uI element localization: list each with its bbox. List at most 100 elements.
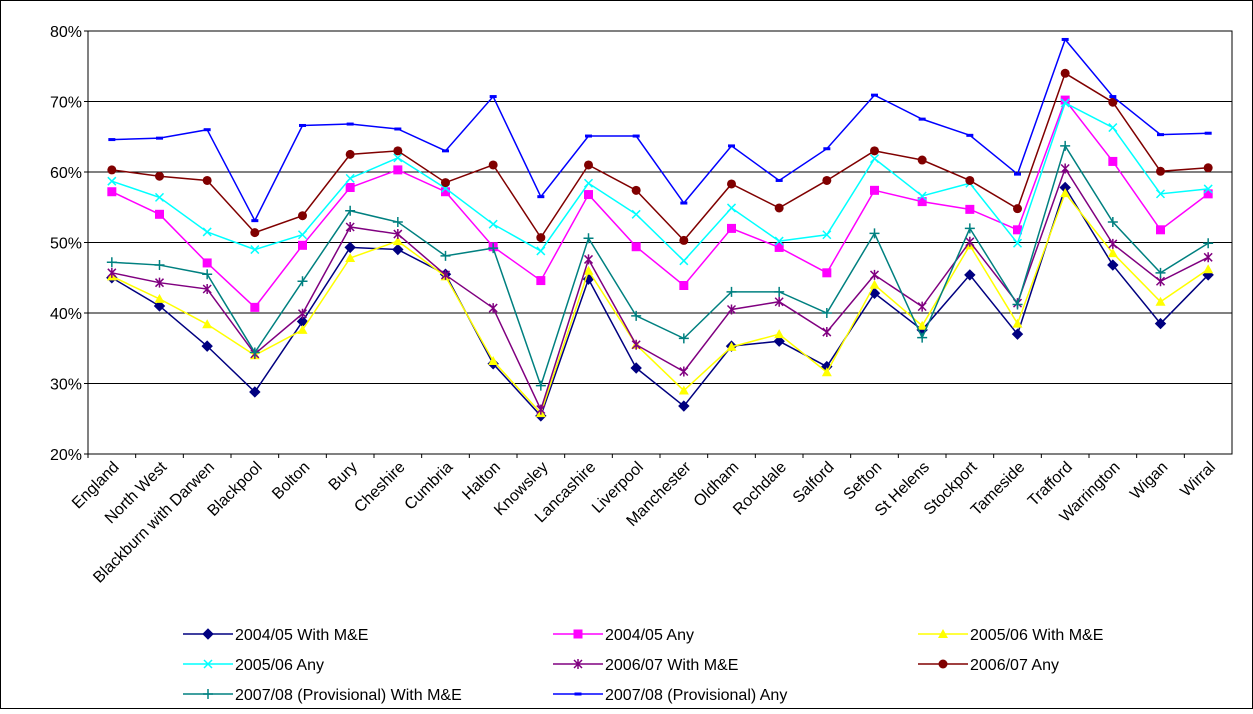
- marker: [298, 240, 307, 250]
- y-tick-label: 20%: [50, 447, 82, 464]
- marker: [583, 254, 594, 265]
- marker: [1203, 252, 1213, 263]
- marker: [678, 385, 689, 395]
- marker: [488, 303, 498, 314]
- marker: [631, 185, 641, 195]
- marker: [536, 276, 546, 286]
- marker: [393, 229, 403, 240]
- marker: [488, 243, 499, 254]
- marker: [917, 320, 928, 330]
- marker: [1108, 97, 1118, 107]
- y-tick-label: 70%: [50, 95, 82, 112]
- marker: [585, 134, 592, 138]
- legend-entry: 2005/06 With M&E: [918, 627, 1103, 644]
- marker: [869, 269, 880, 280]
- marker: [1013, 225, 1022, 235]
- marker: [774, 242, 784, 252]
- marker: [966, 133, 974, 137]
- marker: [679, 256, 689, 266]
- marker: [251, 219, 259, 223]
- marker: [965, 204, 975, 214]
- marker: [679, 235, 689, 245]
- marker: [584, 160, 593, 170]
- marker: [573, 659, 583, 669]
- marker: [345, 205, 356, 216]
- marker: [869, 154, 880, 164]
- marker: [1060, 188, 1071, 198]
- marker: [250, 228, 260, 238]
- marker: [202, 175, 212, 185]
- legend-entry: 2006/07 Any: [918, 657, 1059, 674]
- marker: [917, 332, 928, 343]
- marker: [1011, 328, 1024, 340]
- marker: [202, 319, 213, 329]
- marker: [1012, 299, 1023, 310]
- marker: [728, 144, 735, 148]
- marker: [726, 286, 737, 297]
- y-tick-label: 30%: [50, 377, 82, 394]
- marker: [297, 276, 308, 287]
- marker: [631, 242, 641, 252]
- marker: [489, 95, 497, 99]
- marker: [345, 149, 355, 159]
- marker: [154, 260, 165, 271]
- marker: [1204, 131, 1212, 135]
- marker: [1012, 238, 1023, 248]
- marker: [773, 335, 785, 347]
- series: [107, 95, 1213, 312]
- marker: [153, 300, 166, 312]
- marker: [1155, 296, 1166, 306]
- marker: [344, 241, 356, 254]
- legend-label: 2007/08 (Provisional) With M&E: [235, 687, 462, 704]
- marker: [774, 296, 784, 307]
- marker: [299, 123, 306, 127]
- series: [107, 68, 1213, 245]
- legend-label: 2006/07 With M&E: [605, 657, 738, 674]
- marker: [917, 155, 927, 165]
- marker: [870, 146, 879, 156]
- marker: [297, 308, 308, 319]
- marker: [201, 340, 213, 352]
- marker: [1060, 95, 1070, 105]
- marker: [154, 293, 165, 303]
- marker: [202, 628, 214, 640]
- marker: [106, 257, 117, 268]
- marker: [870, 185, 879, 195]
- marker: [631, 339, 641, 350]
- marker: [393, 165, 403, 175]
- marker: [1203, 264, 1214, 274]
- marker: [1060, 68, 1070, 78]
- legend-entry: 2004/05 With M&E: [183, 627, 368, 644]
- marker: [488, 160, 498, 170]
- marker: [1013, 204, 1022, 214]
- marker: [965, 175, 975, 185]
- series: [108, 37, 1212, 223]
- marker: [536, 233, 546, 243]
- marker: [918, 117, 926, 121]
- legend-label: 2005/06 With M&E: [970, 627, 1103, 644]
- legend-label: 2006/07 Any: [970, 657, 1059, 674]
- marker: [155, 171, 164, 181]
- marker: [631, 209, 641, 219]
- marker: [442, 149, 449, 153]
- marker: [107, 187, 117, 197]
- marker: [393, 153, 403, 163]
- marker: [488, 355, 499, 365]
- marker: [726, 341, 737, 351]
- marker: [536, 246, 546, 256]
- marker: [680, 201, 688, 205]
- marker: [822, 327, 832, 338]
- marker: [679, 281, 689, 291]
- marker: [1108, 238, 1118, 249]
- marker: [678, 400, 690, 412]
- y-tick-label: 40%: [50, 306, 82, 323]
- marker: [202, 227, 212, 237]
- legend-entry: 2004/05 Any: [553, 627, 694, 644]
- marker: [1061, 37, 1069, 41]
- series: [106, 140, 1214, 391]
- series-line: [111, 98, 1209, 309]
- marker: [488, 219, 498, 229]
- marker: [917, 197, 927, 207]
- marker: [822, 230, 832, 240]
- marker: [107, 165, 117, 175]
